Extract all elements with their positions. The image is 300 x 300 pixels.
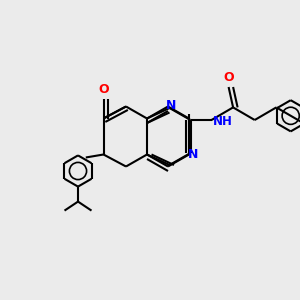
Text: NH: NH (213, 115, 233, 128)
Text: N: N (188, 148, 198, 161)
Text: O: O (223, 71, 234, 84)
Text: O: O (98, 83, 109, 96)
Text: N: N (166, 99, 176, 112)
